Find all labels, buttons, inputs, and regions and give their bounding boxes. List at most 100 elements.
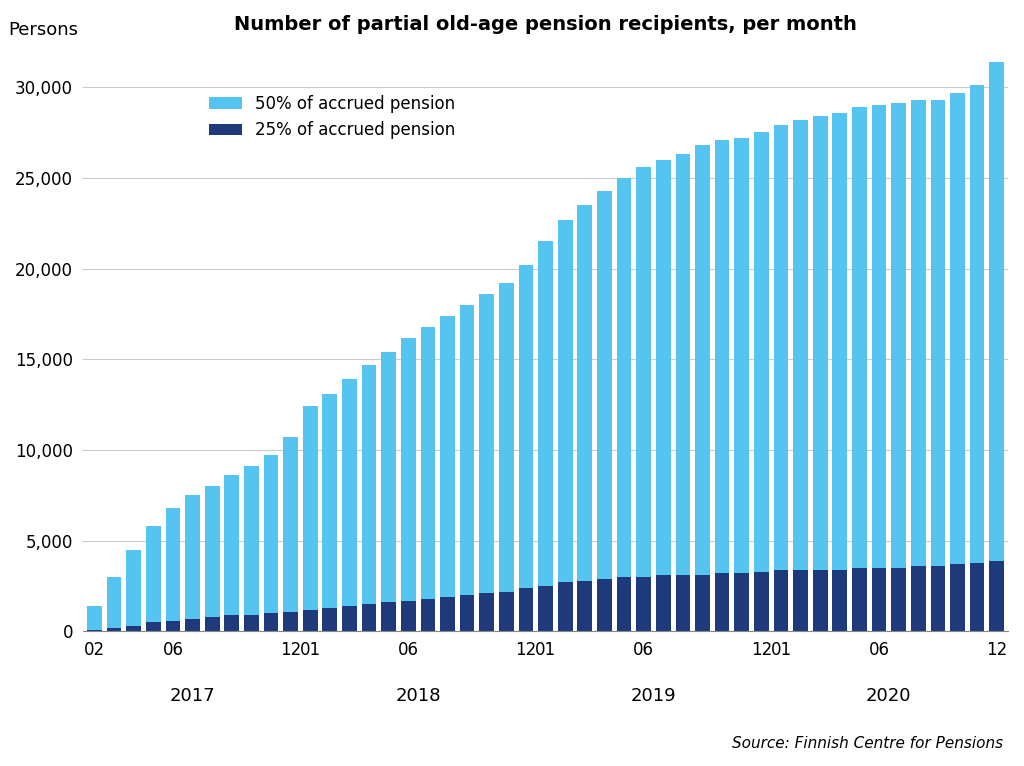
Bar xyxy=(381,352,396,602)
Bar xyxy=(499,591,514,631)
Bar xyxy=(87,630,101,631)
Bar xyxy=(911,566,926,631)
Bar xyxy=(891,568,906,631)
Bar xyxy=(263,456,279,614)
Bar xyxy=(695,146,710,575)
Bar xyxy=(616,577,632,631)
Text: 2019: 2019 xyxy=(631,687,676,705)
Bar xyxy=(421,599,435,631)
Bar xyxy=(361,604,377,631)
Bar xyxy=(518,588,534,631)
Bar xyxy=(754,133,769,571)
Bar xyxy=(656,159,671,575)
Bar xyxy=(578,205,592,581)
Bar xyxy=(989,62,1005,561)
Bar xyxy=(401,338,416,601)
Bar xyxy=(440,597,455,631)
Bar xyxy=(734,574,750,631)
Bar xyxy=(931,100,945,566)
Bar xyxy=(126,626,141,631)
Bar xyxy=(950,93,965,565)
Bar xyxy=(284,437,298,611)
Bar xyxy=(126,550,141,626)
Bar xyxy=(106,577,122,628)
Bar xyxy=(970,85,984,562)
Bar xyxy=(794,570,808,631)
Bar xyxy=(401,601,416,631)
Bar xyxy=(303,407,317,610)
Bar xyxy=(773,570,788,631)
Bar xyxy=(616,178,632,577)
Bar xyxy=(224,476,240,615)
Bar xyxy=(460,595,474,631)
Bar xyxy=(479,594,495,631)
Bar xyxy=(871,568,887,631)
Bar xyxy=(146,526,161,623)
Bar xyxy=(833,113,847,570)
Bar xyxy=(361,365,377,604)
Bar xyxy=(518,265,534,588)
Bar xyxy=(185,496,200,619)
Bar xyxy=(166,508,180,620)
Bar xyxy=(813,570,827,631)
Bar xyxy=(833,570,847,631)
Bar xyxy=(381,602,396,631)
Bar xyxy=(656,575,671,631)
Bar xyxy=(676,154,690,575)
Bar xyxy=(460,305,474,595)
Bar xyxy=(970,562,984,631)
Bar xyxy=(734,138,750,574)
Bar xyxy=(989,561,1005,631)
Text: 2017: 2017 xyxy=(170,687,215,705)
Bar xyxy=(852,107,866,568)
Bar xyxy=(597,579,611,631)
Bar xyxy=(931,566,945,631)
Bar xyxy=(813,116,827,570)
Bar xyxy=(794,119,808,570)
Bar xyxy=(558,582,572,631)
Bar xyxy=(244,615,259,631)
Bar xyxy=(499,283,514,591)
Bar xyxy=(440,316,455,597)
Bar xyxy=(950,565,965,631)
Bar xyxy=(558,220,572,582)
Bar xyxy=(636,577,651,631)
Bar xyxy=(539,241,553,586)
Bar xyxy=(911,100,926,566)
Bar xyxy=(597,191,611,579)
Bar xyxy=(342,379,356,606)
Bar xyxy=(185,619,200,631)
Text: Source: Finnish Centre for Pensions: Source: Finnish Centre for Pensions xyxy=(732,735,1004,751)
Bar xyxy=(754,571,769,631)
Bar xyxy=(695,575,710,631)
Legend: 50% of accrued pension, 25% of accrued pension: 50% of accrued pension, 25% of accrued p… xyxy=(202,88,463,146)
Bar xyxy=(323,394,337,608)
Bar xyxy=(852,568,866,631)
Title: Number of partial old-age pension recipients, per month: Number of partial old-age pension recipi… xyxy=(234,15,857,34)
Bar xyxy=(303,610,317,631)
Bar xyxy=(715,574,729,631)
Text: Persons: Persons xyxy=(8,21,79,39)
Bar xyxy=(263,614,279,631)
Text: 2020: 2020 xyxy=(866,687,911,705)
Bar xyxy=(205,486,219,617)
Bar xyxy=(106,628,122,631)
Bar xyxy=(224,615,240,631)
Bar xyxy=(205,617,219,631)
Bar xyxy=(323,608,337,631)
Text: 2018: 2018 xyxy=(395,687,441,705)
Bar xyxy=(773,125,788,570)
Bar xyxy=(87,606,101,630)
Bar xyxy=(539,586,553,631)
Bar xyxy=(871,105,887,568)
Bar xyxy=(479,294,495,594)
Bar xyxy=(244,466,259,615)
Bar xyxy=(284,611,298,631)
Bar xyxy=(342,606,356,631)
Bar xyxy=(146,623,161,631)
Bar xyxy=(166,620,180,631)
Bar xyxy=(891,103,906,568)
Bar xyxy=(636,167,651,577)
Bar xyxy=(715,139,729,574)
Bar xyxy=(578,581,592,631)
